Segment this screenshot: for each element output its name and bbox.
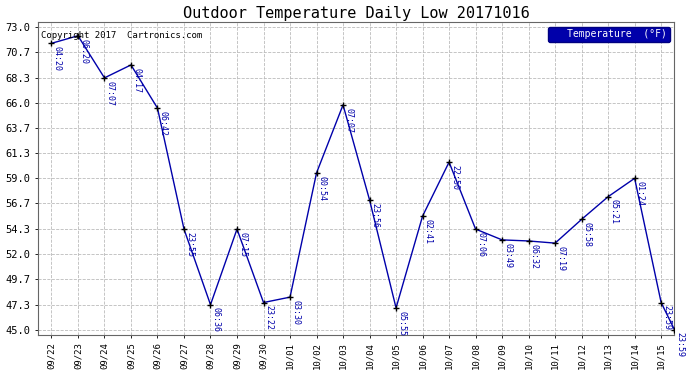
Text: 23:59: 23:59	[676, 332, 684, 357]
Text: 06:32: 06:32	[530, 244, 539, 269]
Legend: Temperature  (°F): Temperature (°F)	[549, 27, 669, 42]
Text: 02:41: 02:41	[424, 219, 433, 244]
Title: Outdoor Temperature Daily Low 20171016: Outdoor Temperature Daily Low 20171016	[183, 6, 530, 21]
Text: 05:21: 05:21	[609, 200, 618, 225]
Text: 03:49: 03:49	[503, 243, 512, 268]
Text: 05:58: 05:58	[582, 222, 591, 247]
Text: Copyright 2017  Cartronics.com: Copyright 2017 Cartronics.com	[41, 31, 203, 40]
Text: 23:59: 23:59	[662, 305, 671, 330]
Text: 00:54: 00:54	[317, 176, 326, 201]
Text: 07:07: 07:07	[344, 108, 353, 133]
Text: 05:55: 05:55	[397, 311, 406, 336]
Text: 06:36: 06:36	[212, 308, 221, 333]
Text: 23:55: 23:55	[185, 232, 194, 257]
Text: 07:19: 07:19	[556, 246, 565, 271]
Text: 06:42: 06:42	[159, 111, 168, 136]
Text: 07:07: 07:07	[106, 81, 115, 106]
Text: 07:06: 07:06	[477, 232, 486, 257]
Text: 23:56: 23:56	[371, 203, 380, 228]
Text: 06:20: 06:20	[79, 39, 88, 63]
Text: 23:22: 23:22	[264, 305, 273, 330]
Text: 03:30: 03:30	[291, 300, 300, 325]
Text: 07:15: 07:15	[238, 232, 247, 257]
Text: 22:50: 22:50	[450, 165, 459, 190]
Text: 04:20: 04:20	[52, 46, 61, 71]
Text: 01:24: 01:24	[635, 181, 644, 206]
Text: 04:17: 04:17	[132, 68, 141, 93]
